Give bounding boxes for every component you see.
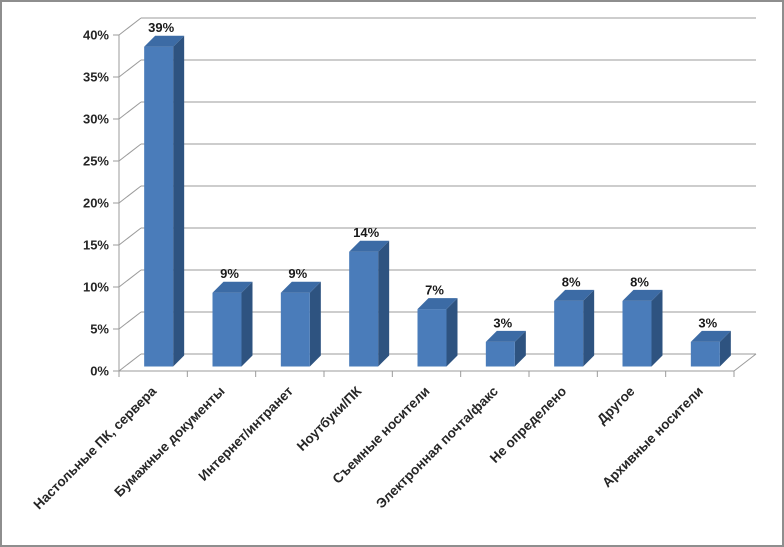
- gridline-depth-segment: [118, 227, 142, 246]
- gridline-depth-segment: [118, 143, 142, 162]
- category-label: Бумажные документы: [111, 384, 227, 500]
- bar-side-face: [719, 330, 731, 367]
- axes: [118, 35, 757, 377]
- bar-front-face: [622, 300, 652, 367]
- bar: [212, 281, 253, 367]
- bar-front-face: [554, 300, 584, 367]
- bar-top-face: [622, 289, 663, 301]
- value-label: 9%: [220, 266, 239, 281]
- bar-top-face: [485, 330, 526, 342]
- bar-top-face: [554, 289, 595, 301]
- bar-top-face: [417, 298, 458, 310]
- value-labels: 39% 9% 9% 14% 7% 3% 8% 8% 3%: [148, 20, 718, 330]
- bar-side-face: [446, 298, 458, 367]
- y-tick-label: 15%: [83, 238, 109, 253]
- value-label: 9%: [288, 266, 307, 281]
- bar-front-face: [280, 292, 310, 367]
- value-label: 8%: [630, 274, 649, 289]
- bar-top-face: [280, 281, 321, 293]
- category-label: Другое: [594, 383, 638, 427]
- bar-front-face: [212, 292, 242, 367]
- bar: [349, 240, 390, 367]
- y-tick-label: 20%: [83, 196, 109, 211]
- y-tick-label: 40%: [83, 28, 109, 43]
- bar-side-face: [514, 330, 526, 367]
- value-label: 14%: [353, 225, 379, 240]
- bar-front-face: [349, 251, 379, 367]
- bar: [144, 35, 185, 367]
- gridline-depth-segment: [118, 269, 142, 288]
- bar-side-face: [309, 281, 321, 367]
- gridline-depth-segment: [118, 311, 142, 330]
- gridline-depth-segment: [118, 185, 142, 204]
- bar-top-face: [349, 240, 390, 252]
- bars: [144, 35, 731, 367]
- bar-top-face: [144, 35, 185, 47]
- gridline-depth-segment: [118, 101, 142, 120]
- bar: [485, 330, 526, 367]
- bar: [280, 281, 321, 367]
- value-label: 3%: [698, 315, 717, 330]
- bar-front-face: [485, 341, 515, 367]
- bar: [417, 298, 458, 367]
- bar-front-face: [417, 309, 447, 367]
- y-tick-label: 35%: [83, 70, 109, 85]
- value-label: 3%: [493, 315, 512, 330]
- category-label: Не определено: [487, 384, 569, 466]
- bar-top-face: [212, 281, 253, 293]
- y-axis-labels: 0% 5% 10% 15% 20% 25% 30% 35% 40%: [83, 28, 109, 379]
- bar-side-face: [241, 281, 253, 367]
- y-tick-label: 25%: [83, 154, 109, 169]
- bar-front-face: [144, 46, 174, 367]
- bar-front-face: [690, 341, 720, 367]
- value-label: 7%: [425, 283, 444, 298]
- value-label: 8%: [562, 274, 581, 289]
- bar-side-face: [583, 289, 595, 367]
- y-tick-label: 30%: [83, 112, 109, 127]
- category-label: Настольные ПК, сервера: [31, 383, 160, 512]
- bar-side-face: [651, 289, 663, 367]
- y-tick-label: 0%: [90, 364, 109, 379]
- y-tick-label: 5%: [90, 322, 109, 337]
- bar: [622, 289, 663, 367]
- gridline-depth-segment: [118, 17, 142, 36]
- bar: [690, 330, 731, 367]
- bar-top-face: [690, 330, 731, 342]
- value-label: 39%: [148, 20, 174, 35]
- bar-side-face: [173, 35, 185, 367]
- y-tick-label: 10%: [83, 280, 109, 295]
- bar: [554, 289, 595, 367]
- gridline-depth-segment: [118, 59, 142, 78]
- bar-side-face: [378, 240, 390, 367]
- gridline-depth-segment: [118, 353, 142, 372]
- category-label: Электронная почта/факс: [373, 383, 501, 511]
- category-label: Ноутбуки/ПК: [294, 383, 365, 454]
- floor-right-edge: [733, 353, 757, 372]
